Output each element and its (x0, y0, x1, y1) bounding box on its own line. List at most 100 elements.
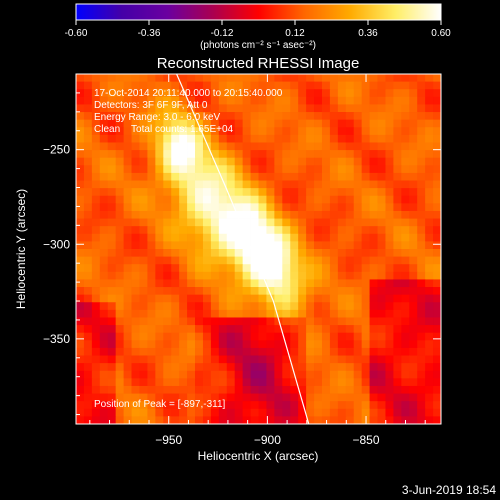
heatmap-cell (99, 385, 109, 394)
heatmap-cell (123, 119, 132, 128)
heatmap-cell (242, 195, 251, 204)
heatmap-cell (266, 355, 275, 364)
heatmap-cell (179, 393, 188, 402)
heatmap-cell (401, 203, 410, 212)
heatmap-cell (258, 195, 267, 204)
heatmap-cell (329, 119, 339, 128)
annotation-peak-position: Position of Peak = [-897,-311] (94, 399, 226, 410)
heatmap-cell (298, 271, 307, 280)
heatmap-cell (409, 119, 418, 128)
heatmap-cell (234, 165, 244, 174)
heatmap-cell (337, 195, 347, 204)
heatmap-cell (115, 347, 124, 356)
heatmap-cell (187, 226, 196, 235)
heatmap-cell (155, 363, 164, 372)
heatmap-cell (282, 104, 291, 113)
heatmap-cell (210, 203, 220, 212)
heatmap-cell (314, 370, 323, 379)
heatmap-cell (409, 378, 418, 387)
heatmap-cell (353, 195, 363, 204)
heatmap-cell (195, 112, 204, 121)
heatmap-cell (306, 256, 315, 265)
heatmap-cell (139, 408, 148, 417)
heatmap-cell (250, 81, 259, 90)
heatmap-cell (83, 180, 93, 189)
heatmap-cell (329, 150, 339, 159)
heatmap-cell (250, 287, 259, 296)
heatmap-cell (353, 203, 363, 212)
heatmap-cell (123, 195, 132, 204)
heatmap-cell (131, 226, 140, 235)
heatmap-cell (123, 256, 132, 265)
heatmap-cell (345, 294, 355, 303)
heatmap-cell (409, 226, 418, 235)
heatmap-cell (314, 241, 323, 250)
heatmap-cell (171, 408, 180, 417)
heatmap-cell (401, 287, 410, 296)
heatmap-cell (107, 112, 117, 121)
heatmap-cell (321, 401, 331, 410)
heatmap-cell (195, 294, 204, 303)
heatmap-cell (385, 317, 394, 326)
heatmap-cell (83, 157, 93, 166)
heatmap-cell (234, 142, 244, 151)
heatmap-cell (433, 172, 441, 181)
heatmap-cell (433, 264, 441, 273)
heatmap-cell (250, 127, 259, 136)
heatmap-cell (314, 172, 323, 181)
heatmap-cell (306, 203, 315, 212)
heatmap-cell (274, 355, 283, 364)
heatmap-cell (409, 332, 418, 341)
heatmap-cell (377, 385, 386, 394)
heatmap-cell (147, 89, 156, 98)
heatmap-cell (282, 325, 291, 334)
heatmap-cell (242, 302, 251, 311)
heatmap-cell (274, 393, 283, 402)
heatmap-cell (314, 340, 323, 349)
heatmap-cell (337, 180, 347, 189)
heatmap-cell (425, 363, 434, 372)
heatmap-cell (83, 226, 93, 235)
heatmap-cell (385, 233, 394, 242)
heatmap-cell (409, 134, 418, 143)
heatmap-cell (321, 226, 331, 235)
heatmap-cell (345, 393, 355, 402)
heatmap-cell (187, 408, 196, 417)
heatmap-cell (385, 378, 394, 387)
heatmap-cell (99, 172, 109, 181)
heatmap-cell (155, 302, 164, 311)
heatmap-cell (91, 203, 101, 212)
heatmap-cell (76, 233, 85, 242)
heatmap-cell (83, 416, 93, 424)
heatmap-cell (123, 172, 132, 181)
heatmap-cell (155, 218, 164, 227)
heatmap-cell (377, 203, 386, 212)
heatmap-cell (123, 309, 132, 318)
heatmap-cell (218, 210, 228, 219)
heatmap-cell (76, 157, 85, 166)
heatmap-cell (155, 119, 164, 128)
heatmap-cell (329, 180, 339, 189)
heatmap-cell (76, 393, 85, 402)
heatmap-cell (298, 104, 307, 113)
heatmap-cell (107, 378, 117, 387)
colorbar-tick-label: -0.12 (211, 28, 234, 39)
heatmap-cell (258, 172, 267, 181)
heatmap-cell (115, 96, 124, 105)
heatmap-cell (258, 287, 267, 296)
heatmap-cell (353, 279, 363, 288)
heatmap-cell (290, 119, 299, 128)
heatmap-cell (202, 294, 212, 303)
heatmap-cell (250, 150, 259, 159)
heatmap-cell (139, 355, 148, 364)
heatmap-cell (337, 309, 347, 318)
heatmap-cell (258, 317, 267, 326)
heatmap-cell (282, 264, 291, 273)
heatmap-cell (369, 302, 378, 311)
heatmap-cell (345, 363, 355, 372)
heatmap-cell (218, 264, 228, 273)
heatmap-cell (91, 317, 101, 326)
heatmap-cell (306, 180, 315, 189)
heatmap-cell (266, 218, 275, 227)
heatmap-cell (258, 218, 267, 227)
